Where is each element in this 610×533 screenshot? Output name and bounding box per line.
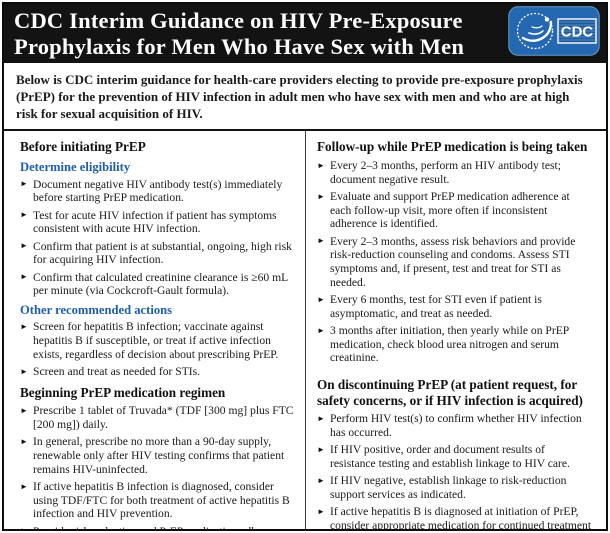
bullet-arrow-icon: ► [20,405,28,415]
bullet-arrow-icon: ► [20,179,28,189]
list-item: ► Test for acute HIV infection if patient… [20,209,294,236]
bullet-text: Every 6 months, test for STI even if pat… [330,293,542,320]
bullet-text: Confirm that calculated creatinine clear… [33,270,288,298]
bullet-text: Screen for hepatitis B infection; vaccin… [33,320,279,361]
bullet-arrow-icon: ► [20,210,28,220]
list-item: ► Every 6 months, test for STI even if pa… [317,293,593,320]
list-item: ► Confirm that calculated creatinine clea… [20,271,294,298]
list-item: ► In general, prescribe no more than a 90… [20,435,294,476]
bullet-arrow-icon: ► [20,321,28,331]
followup-list: ► Every 2–3 months, perform an HIV antibo… [317,159,593,369]
section-heading-followup: Follow-up while PrEP medication is being… [317,139,588,155]
list-item: ► Perform HIV test(s) to confirm whether … [317,412,593,439]
bullet-arrow-icon: ► [317,506,325,516]
bullet-arrow-icon: ► [20,436,28,446]
list-item: ►Provide risk-reduction and PrEP medicat… [20,525,294,529]
bullet-arrow-icon: ► [317,236,325,246]
left-column: Before initiating PrEP Determine eligibi… [4,131,305,529]
list-item: ► If active hepatitis B is diagnosed at i… [317,505,593,529]
determine-eligibility-list: ► Document negative HIV antibody test(s) … [20,178,294,299]
bullet-text: Prescribe 1 tablet of Truvada* (TDF [300… [33,404,294,431]
section-heading-discontinuing: On discontinuing PrEP (at patient reques… [317,376,583,408]
subsection-heading-determine-eligibility: Determine eligibility [20,160,131,175]
list-item: ► If HIV positive, order and document res… [317,443,593,470]
bullet-arrow-icon: ► [317,294,325,304]
list-item: ► Screen and treat as needed for STIs. [20,365,294,379]
right-column: Follow-up while PrEP medication is being… [306,131,606,529]
header-bar: CDC Interim Guidance on HIV Pre-Exposure… [4,4,606,63]
bullet-text: If active hepatitis B is diagnosed at in… [330,505,592,529]
bullet-arrow-icon: ► [20,272,28,282]
bullet-text: Every 2–3 months, perform an HIV antibod… [330,159,561,186]
intro-paragraph: Below is CDC interim guidance for health… [4,63,606,132]
bullet-text: Test for acute HIV infection if patient … [33,208,277,236]
other-recommended-actions-list: ► Screen for hepatitis B infection; vacci… [20,320,294,378]
bullet-arrow-icon: ► [317,475,325,485]
bullet-text: Every 2–3 months, assess risk behaviors … [330,234,576,289]
cdc-logo-graphic: CDC [508,6,600,56]
list-item: ► If active hepatitis B infection is diag… [20,480,294,521]
bullet-text: 3 months after initiation, then yearly w… [330,324,569,365]
bullet-text: If active hepatitis B infection is diagn… [33,480,290,521]
list-item: ► If HIV negative, establish linkage to r… [317,474,593,501]
list-item: ► Document negative HIV antibody test(s) … [20,178,294,205]
bullet-text: If HIV positive, order and document resu… [330,443,570,470]
column-divider [305,131,306,529]
section-heading-beginning-prep-regimen: Beginning PrEP medication regimen [20,384,226,400]
list-item: ► Every 2–3 months, assess risk behaviors… [317,235,593,289]
bullet-arrow-icon: ► [20,366,28,376]
bullet-text: Confirm that patient is at substantial, … [33,239,292,267]
bullet-arrow-icon: ► [317,325,325,335]
cdc-hhs-logo: CDC [508,6,600,61]
bullet-text: Perform HIV test(s) to confirm whether H… [330,412,582,439]
title-line-1: CDC Interim Guidance on HIV Pre-Exposure [14,7,463,33]
bullet-text: Screen and treat as needed for STIs. [33,365,201,379]
subsection-heading-other-recommended-actions: Other recommended actions [20,303,173,318]
list-item: ► Screen for hepatitis B infection; vacci… [20,320,294,361]
list-item: ► 3 months after initiation, then yearly … [317,324,593,365]
bullet-arrow-icon: ► [317,413,325,423]
bullet-text: Provide risk-reduction and PrEP medicati… [33,525,294,529]
title-line-2: Prophylaxis for Men Who Have Sex with Me… [14,33,465,59]
list-item: ► Evaluate and support PrEP medication ad… [317,190,593,231]
bullet-text: Evaluate and support PrEP medication adh… [330,190,570,231]
list-item: ► Every 2–3 months, perform an HIV antibo… [317,159,593,186]
bullet-arrow-icon: ► [20,241,28,251]
bullet-text: If HIV negative, establish linkage to ri… [330,474,567,501]
bullet-text: In general, prescribe no more than a 90-… [33,435,285,476]
bullet-arrow-icon: ► [317,444,325,454]
bullet-text: Document negative HIV antibody test(s) i… [33,177,283,205]
discontinuing-list: ► Perform HIV test(s) to confirm whether … [317,412,593,529]
cdc-wordmark-box: CDC [557,18,597,44]
cdc-wordmark: CDC [561,24,594,41]
list-item: ► Confirm that patient is at substantial,… [20,240,294,267]
bullet-arrow-icon: ► [317,191,325,201]
hhs-eagle-seal-icon [516,12,554,50]
section-heading-before-initiating-prep: Before initiating PrEP [20,139,146,155]
bullet-arrow-icon: ► [20,481,28,491]
beginning-regimen-list: ► Prescribe 1 tablet of Truvada* (TDF [30… [20,404,294,529]
bullet-arrow-icon: ► [317,160,325,170]
bullet-arrow-icon: ► [20,525,33,529]
content-columns: Before initiating PrEP Determine eligibi… [4,131,606,529]
list-item: ► Prescribe 1 tablet of Truvada* (TDF [30… [20,404,294,431]
document-title: CDC Interim Guidance on HIV Pre-Exposure… [14,8,464,60]
